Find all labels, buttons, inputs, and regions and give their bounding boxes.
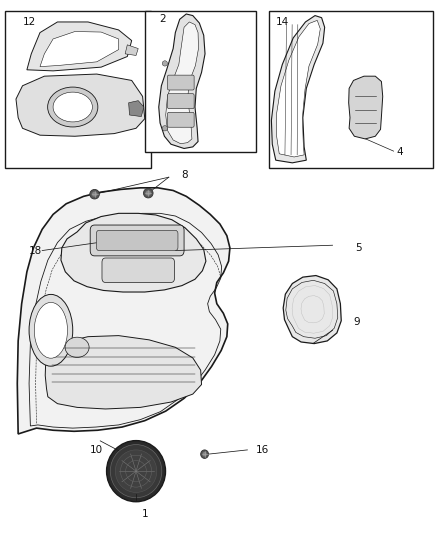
Text: 4: 4 xyxy=(397,147,403,157)
Text: 16: 16 xyxy=(256,445,269,455)
Ellipse shape xyxy=(106,441,166,502)
Text: 2: 2 xyxy=(159,14,166,25)
Text: 9: 9 xyxy=(353,317,360,327)
Polygon shape xyxy=(277,20,320,157)
Ellipse shape xyxy=(34,302,67,358)
Ellipse shape xyxy=(90,189,99,199)
Ellipse shape xyxy=(202,452,207,457)
Polygon shape xyxy=(166,22,198,144)
FancyBboxPatch shape xyxy=(96,230,178,251)
Text: 12: 12 xyxy=(22,17,36,27)
Polygon shape xyxy=(283,276,341,344)
Polygon shape xyxy=(45,336,201,409)
Ellipse shape xyxy=(53,92,92,122)
FancyBboxPatch shape xyxy=(167,94,194,109)
Polygon shape xyxy=(27,22,132,71)
Ellipse shape xyxy=(48,87,98,127)
Polygon shape xyxy=(61,213,206,292)
Polygon shape xyxy=(17,188,230,434)
Text: 8: 8 xyxy=(181,170,187,180)
Text: 10: 10 xyxy=(90,445,103,455)
FancyBboxPatch shape xyxy=(167,75,194,90)
Text: 5: 5 xyxy=(355,243,362,253)
Text: 1: 1 xyxy=(141,508,148,519)
Polygon shape xyxy=(125,45,138,55)
Ellipse shape xyxy=(145,190,151,196)
Polygon shape xyxy=(349,76,383,139)
Ellipse shape xyxy=(162,126,167,131)
Ellipse shape xyxy=(29,294,73,366)
Polygon shape xyxy=(159,14,205,149)
Text: 14: 14 xyxy=(276,17,289,27)
Text: 18: 18 xyxy=(29,246,42,255)
Ellipse shape xyxy=(162,61,167,66)
Ellipse shape xyxy=(65,337,89,358)
Ellipse shape xyxy=(144,188,153,198)
Polygon shape xyxy=(129,101,144,117)
Ellipse shape xyxy=(92,191,97,197)
Polygon shape xyxy=(40,31,119,67)
Bar xyxy=(5,11,151,168)
Ellipse shape xyxy=(110,445,162,498)
Bar xyxy=(269,11,433,168)
FancyBboxPatch shape xyxy=(90,225,184,256)
Polygon shape xyxy=(272,15,325,163)
Polygon shape xyxy=(16,74,145,136)
FancyBboxPatch shape xyxy=(102,258,174,282)
Bar xyxy=(145,11,256,152)
FancyBboxPatch shape xyxy=(167,112,194,127)
Ellipse shape xyxy=(201,450,208,458)
Ellipse shape xyxy=(115,450,157,492)
